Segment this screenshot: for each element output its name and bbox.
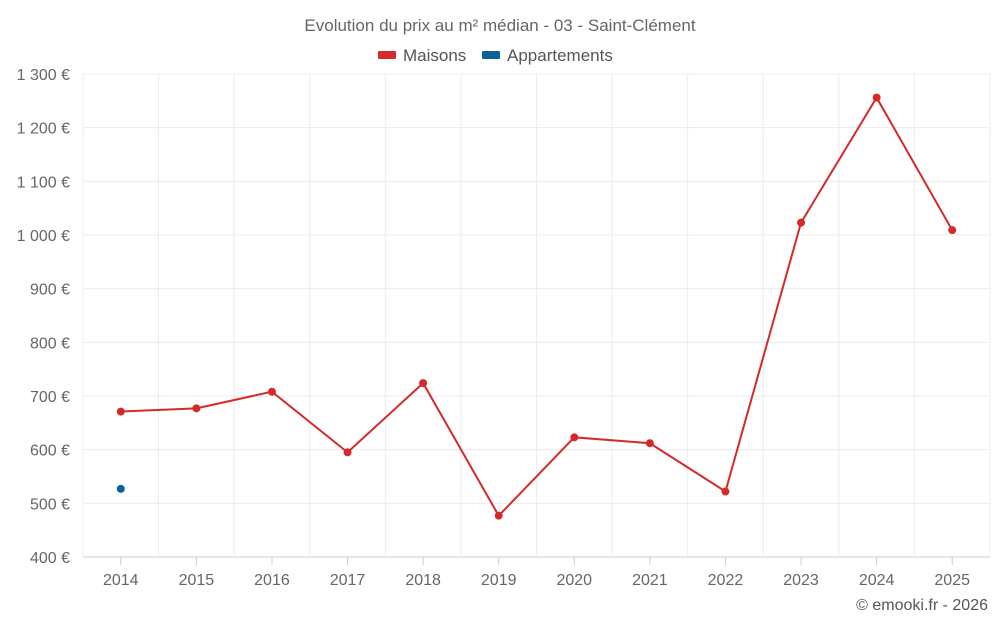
data-point-0[interactable] [267, 387, 276, 396]
y-tick-label: 400 € [30, 550, 70, 567]
y-tick-label: 1 200 € [17, 121, 70, 138]
legend-label-maisons: Maisons [403, 46, 466, 65]
data-point-0[interactable] [419, 379, 428, 388]
y-tick-label: 800 € [30, 335, 70, 352]
x-tick-label: 2023 [783, 572, 819, 589]
data-point-0[interactable] [494, 511, 503, 520]
legend-swatch-maisons [378, 51, 396, 59]
legend-item-appartements[interactable]: Appartements [482, 46, 613, 65]
chart-title: Evolution du prix au m² médian - 03 - Sa… [304, 16, 695, 35]
x-tick-label: 2014 [103, 572, 139, 589]
x-tick-label: 2020 [556, 572, 592, 589]
x-tick-label: 2015 [179, 572, 215, 589]
legend-label-appartements: Appartements [507, 46, 613, 65]
legend-swatch-appartements [482, 51, 500, 59]
data-point-0[interactable] [797, 218, 806, 227]
credit-text: © emooki.fr - 2026 [856, 597, 988, 614]
x-tick-label: 2025 [934, 572, 970, 589]
series-layer [116, 93, 957, 520]
x-tick-label: 2017 [330, 572, 366, 589]
x-tick-label: 2022 [708, 572, 744, 589]
x-tick-label: 2021 [632, 572, 668, 589]
series-line-0 [120, 95, 954, 518]
legend-item-maisons[interactable]: Maisons [378, 46, 466, 65]
data-point-0[interactable] [948, 226, 957, 235]
data-point-0[interactable] [192, 404, 201, 413]
y-axis-ticks: 400 € 500 € 600 € 700 € 800 € 900 € 1 000 € 1 1… [17, 67, 70, 567]
y-tick-label: 700 € [30, 389, 70, 406]
x-axis-ticks: 2014 2015 2016 2017 2018 2019 2020 2021 2022 2023… [103, 557, 970, 589]
data-point-0[interactable] [645, 439, 654, 448]
y-tick-label: 1 000 € [17, 228, 70, 245]
data-point-1[interactable] [116, 484, 125, 493]
data-point-0[interactable] [570, 433, 579, 442]
legend: Maisons Appartements [378, 46, 613, 65]
data-point-0[interactable] [872, 93, 881, 102]
x-tick-label: 2016 [254, 572, 290, 589]
x-tick-label: 2024 [859, 572, 895, 589]
y-tick-label: 500 € [30, 496, 70, 513]
data-point-0[interactable] [116, 407, 125, 416]
x-tick-label: 2018 [405, 572, 441, 589]
y-tick-label: 1 300 € [17, 67, 70, 84]
data-point-0[interactable] [721, 487, 730, 496]
y-tick-label: 1 100 € [17, 174, 70, 191]
y-tick-label: 600 € [30, 443, 70, 460]
data-point-0[interactable] [343, 448, 352, 457]
x-tick-label: 2019 [481, 572, 517, 589]
y-tick-label: 900 € [30, 282, 70, 299]
gridlines [82, 73, 991, 558]
